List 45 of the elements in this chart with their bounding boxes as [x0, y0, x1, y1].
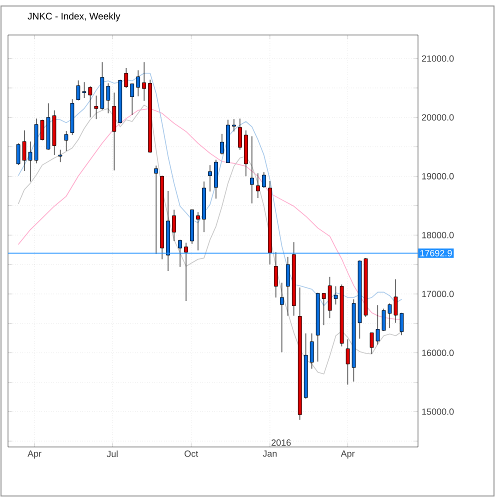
y-tick-label: 20000.0	[422, 114, 454, 121]
candlestick	[76, 80, 80, 101]
candlestick	[154, 165, 158, 254]
chart-title: JNKC - Index, Weekly	[28, 12, 120, 22]
candlestick	[280, 282, 284, 353]
candlestick	[232, 118, 236, 132]
candlestick	[130, 84, 134, 116]
candlestick	[220, 134, 224, 155]
candlestick	[286, 256, 290, 316]
candlestick	[82, 82, 86, 98]
candlestick	[208, 164, 212, 192]
x-tick-label: Oct	[184, 450, 198, 457]
candlestick	[172, 210, 176, 242]
candlestick	[256, 173, 260, 198]
y-tick-label: 18000.0	[422, 232, 454, 238]
x-tick-label: Apr	[340, 450, 355, 459]
y-tick-label: 16000.0	[422, 350, 454, 356]
candlestick	[106, 82, 110, 114]
candlestick	[262, 172, 266, 188]
x-tick-label: Jan	[262, 450, 277, 457]
y-tick-label: 17000.0	[422, 290, 454, 298]
y-tick-label: 19000.0	[422, 173, 454, 180]
candlestick	[196, 212, 200, 251]
candlestick	[334, 286, 338, 305]
x-tick-label: Jul	[106, 450, 118, 458]
candlestick	[178, 240, 182, 268]
candlestick	[58, 149, 62, 162]
y-tick-label: 21000.0	[422, 55, 454, 62]
candlestick	[250, 136, 254, 204]
candlestick	[238, 118, 242, 150]
y-tick-label: 15000.0	[422, 408, 454, 415]
candlestick	[274, 252, 278, 298]
candlestick	[346, 338, 350, 385]
candlestick	[124, 68, 128, 88]
annotation: 2016	[272, 439, 291, 446]
candlestick	[136, 70, 140, 97]
candlestick	[64, 130, 68, 152]
candlestick	[142, 62, 146, 102]
candlestick	[322, 293, 326, 326]
candlestick	[88, 86, 92, 118]
ref-line-label: 17692.9	[420, 250, 452, 256]
candlestick	[184, 242, 188, 302]
x-tick-label: Apr	[28, 450, 42, 459]
candlestick	[310, 333, 314, 370]
candlestick	[94, 95, 98, 120]
